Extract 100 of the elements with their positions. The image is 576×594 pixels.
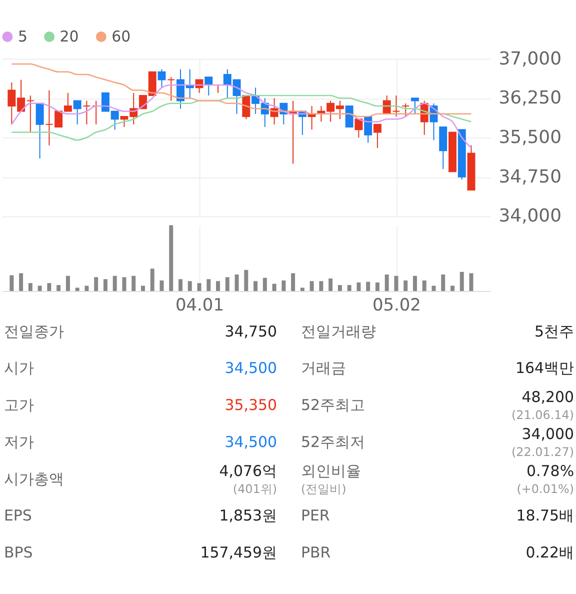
text: 거래금 <box>300 359 346 378</box>
bar <box>132 276 136 291</box>
text: 35,350 <box>224 396 278 414</box>
bar <box>422 280 426 291</box>
bar <box>319 281 324 291</box>
candlestick <box>45 90 54 146</box>
text: 34,750 <box>224 322 278 340</box>
legend-label: 20 <box>60 28 79 46</box>
y-tick-label: 36,250 <box>498 88 562 109</box>
legend-label: 60 <box>112 28 131 46</box>
bar <box>47 283 52 291</box>
text: 전일종가 <box>4 322 64 340</box>
candlestick <box>402 102 410 118</box>
text: 저가 <box>4 432 34 451</box>
bar <box>450 286 454 291</box>
bar <box>366 282 370 291</box>
text: PBR <box>300 544 331 562</box>
candlestick <box>73 100 82 125</box>
x-tick-label: 04.01 <box>176 294 224 314</box>
text: 외인비율 (전일비) <box>300 462 361 496</box>
x-tick-label: 05.02 <box>372 294 421 314</box>
bar <box>356 282 361 291</box>
line-series <box>11 94 472 141</box>
bar <box>160 280 164 291</box>
bar <box>140 286 145 291</box>
text: 52주최저 <box>300 432 365 451</box>
text: BPS <box>4 544 33 562</box>
bar <box>404 280 408 291</box>
text: 157,459원 <box>200 544 278 562</box>
bar <box>56 285 61 291</box>
bar <box>441 274 446 291</box>
bar <box>122 277 126 291</box>
bar <box>103 279 108 291</box>
y-tick-label: 34,750 <box>498 166 562 188</box>
bar <box>300 288 304 291</box>
text: 1,853원 <box>219 506 278 525</box>
bar <box>384 274 389 291</box>
text: 34,000 (22.01.27) <box>512 424 574 459</box>
bar <box>291 273 296 291</box>
text: 34,500 <box>224 359 278 378</box>
bar <box>394 276 398 291</box>
candlestick <box>345 106 354 128</box>
bar <box>375 282 380 291</box>
bar <box>282 280 286 291</box>
bar <box>112 276 117 291</box>
text: 164백만 <box>515 359 574 378</box>
bar <box>254 281 258 291</box>
bar <box>328 278 333 291</box>
text: EPS <box>4 506 32 525</box>
candlestick <box>167 76 176 102</box>
candlestick <box>26 95 34 133</box>
bar <box>460 272 464 291</box>
bar <box>38 286 42 291</box>
candlestick <box>36 102 44 160</box>
text: 5천주 <box>534 322 574 340</box>
legend-label: 5 <box>18 28 28 46</box>
bar <box>206 279 211 291</box>
bar <box>216 281 220 291</box>
bar <box>432 286 436 291</box>
bar <box>178 279 182 291</box>
text: PER <box>300 506 330 525</box>
bar <box>234 274 239 291</box>
bar <box>225 277 230 291</box>
bar <box>66 276 70 291</box>
candlestick <box>82 100 91 125</box>
text: 0.22배 <box>526 544 574 562</box>
bar <box>244 270 248 291</box>
text: 전일거래량 <box>300 322 376 340</box>
bar <box>169 225 174 291</box>
candlestick <box>204 76 213 96</box>
bar <box>94 277 98 291</box>
candlestick <box>439 126 448 170</box>
candlestick <box>158 68 166 88</box>
bar <box>10 275 14 291</box>
bar <box>19 273 24 291</box>
bar <box>84 286 89 291</box>
bar <box>28 283 32 291</box>
bar <box>347 285 352 291</box>
bar <box>150 268 154 291</box>
bar <box>75 288 80 291</box>
text: 0.78% (+0.01%) <box>516 462 574 496</box>
text: 52주최고 <box>300 396 365 414</box>
y-tick-label: 37,000 <box>498 48 562 70</box>
bar <box>338 285 342 291</box>
y-tick-label: 34,000 <box>498 206 562 227</box>
bar <box>412 276 417 291</box>
bar <box>262 278 267 291</box>
bar <box>310 281 314 291</box>
text: 18.75배 <box>516 506 574 525</box>
text: 4,076억 (401위) <box>219 462 278 496</box>
candlestick <box>354 118 363 138</box>
text: 시가 <box>4 359 34 378</box>
text: 시가총액 <box>4 470 64 488</box>
text: 34,500 <box>224 432 278 451</box>
candlestick <box>373 124 382 149</box>
candlestick <box>410 98 419 114</box>
text: 고가 <box>4 396 34 414</box>
text: 48,200 (21.06.14) <box>512 388 574 422</box>
y-tick-label: 35,500 <box>498 126 562 148</box>
bar <box>188 281 192 291</box>
